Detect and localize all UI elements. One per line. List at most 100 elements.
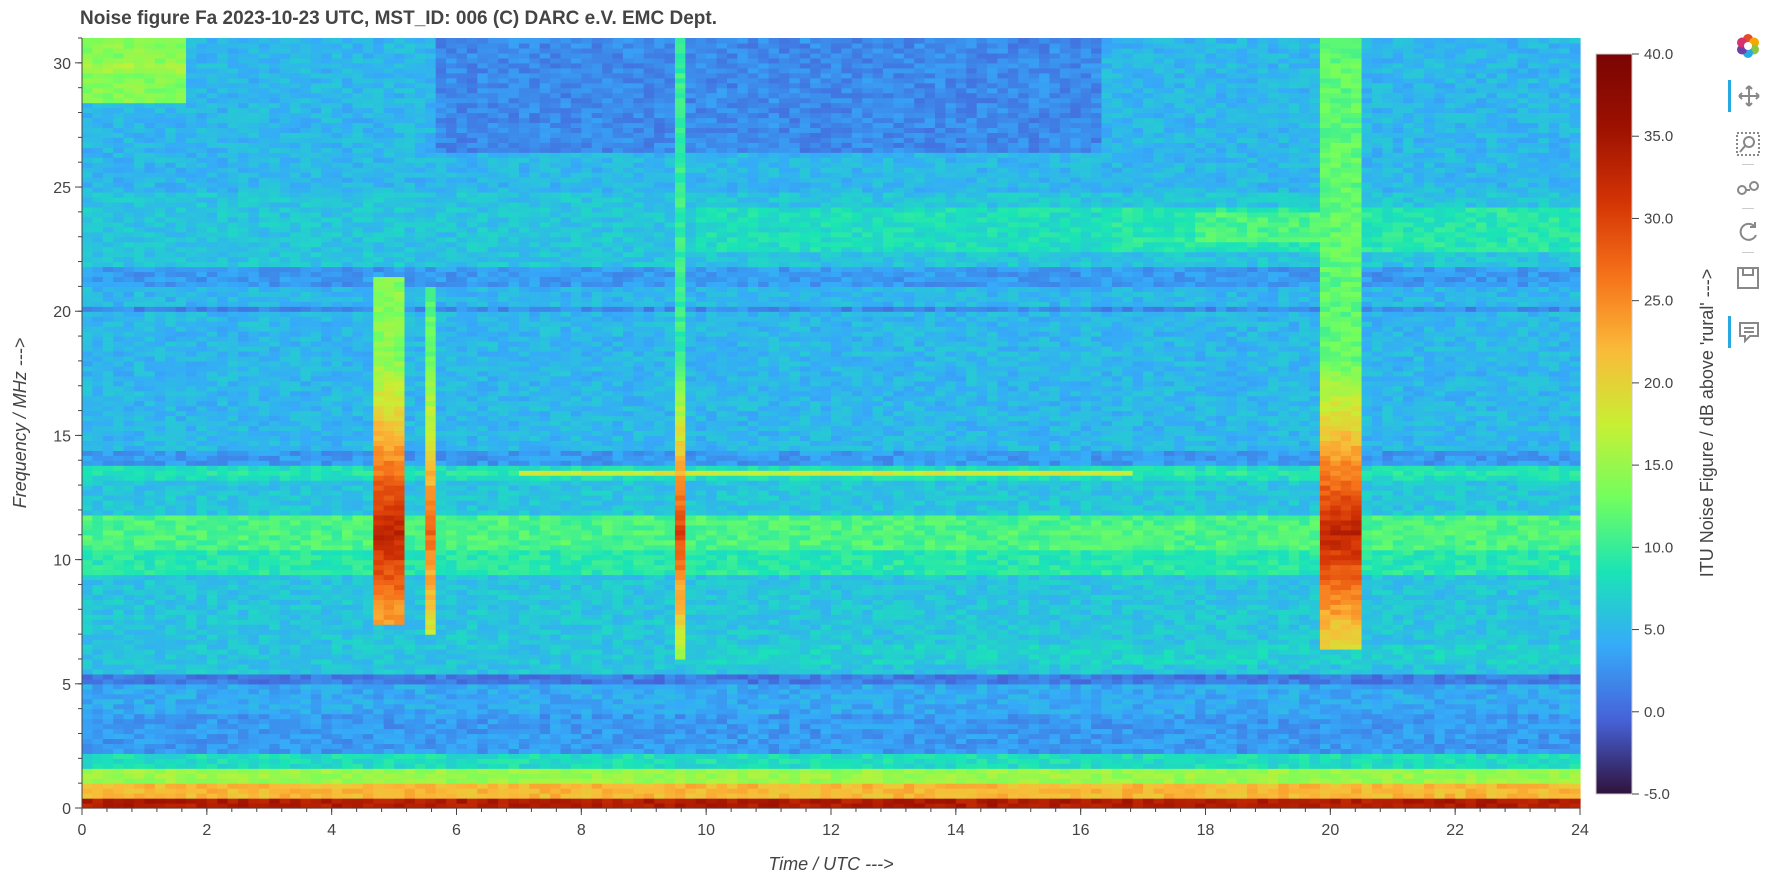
heatmap-cell — [248, 738, 259, 744]
heatmap-cell — [238, 391, 249, 397]
heatmap-cell — [321, 565, 332, 571]
heatmap-cell — [238, 416, 249, 422]
heatmap-cell — [248, 391, 259, 397]
heatmap-cell — [290, 401, 301, 407]
heatmap-cell — [373, 624, 384, 630]
heatmap-cell — [165, 212, 176, 218]
heatmap-cell — [176, 545, 187, 551]
heatmap-cell — [186, 341, 197, 347]
heatmap-cell — [82, 336, 93, 342]
heatmap-cell — [259, 108, 270, 114]
heatmap-cell — [92, 435, 103, 441]
heatmap-cell — [228, 560, 239, 566]
heatmap-cell — [384, 43, 395, 49]
heatmap-cell — [103, 177, 114, 183]
heatmap-cell — [217, 381, 228, 387]
heatmap-cell — [259, 634, 270, 640]
heatmap-cell — [124, 510, 135, 516]
heatmap-cell — [103, 172, 114, 178]
heatmap-cell — [165, 525, 176, 531]
heatmap-cell — [82, 555, 93, 561]
heatmap-cell — [124, 644, 135, 650]
heatmap-cell — [217, 778, 228, 784]
heatmap-cell — [217, 465, 228, 471]
heatmap-cell — [238, 475, 249, 481]
heatmap-cell — [103, 505, 114, 511]
heatmap-cell — [186, 172, 197, 178]
heatmap-cell — [280, 465, 291, 471]
heatmap-cell — [290, 321, 301, 327]
heatmap-cell — [207, 271, 218, 277]
heatmap-cell — [113, 699, 124, 705]
heatmap-cell — [238, 341, 249, 347]
heatmap-cell — [384, 535, 395, 541]
heatmap-cell — [144, 132, 155, 138]
heatmap-cell — [300, 480, 311, 486]
heatmap-cell — [332, 177, 343, 183]
heatmap-plot-area[interactable] — [82, 38, 1581, 809]
heatmap-cell — [342, 386, 353, 392]
heatmap-cell — [259, 88, 270, 94]
heatmap-cell — [311, 137, 322, 143]
heatmap-cell — [300, 376, 311, 382]
heatmap-cell — [165, 247, 176, 253]
heatmap-cell — [124, 704, 135, 710]
heatmap-cell — [280, 331, 291, 337]
heatmap-cell — [207, 152, 218, 158]
heatmap-cell — [280, 53, 291, 59]
heatmap-cell — [300, 465, 311, 471]
heatmap-cell — [259, 500, 270, 506]
heatmap-cell — [186, 416, 197, 422]
heatmap-cell — [207, 262, 218, 268]
heatmap-cell — [384, 639, 395, 645]
heatmap-cell — [134, 222, 145, 228]
heatmap-cell — [394, 594, 405, 600]
heatmap-cell — [321, 724, 332, 730]
heatmap-cell — [228, 152, 239, 158]
heatmap-cell — [363, 624, 374, 630]
heatmap-cell — [82, 465, 93, 471]
heatmap-cell — [113, 58, 124, 64]
heatmap-cell — [186, 212, 197, 218]
heatmap-cell — [165, 579, 176, 585]
heatmap-cell — [228, 257, 239, 263]
heatmap-cell — [373, 262, 384, 268]
heatmap-cell — [269, 252, 280, 258]
heatmap-cell — [113, 406, 124, 412]
heatmap-cell — [165, 237, 176, 243]
heatmap-cell — [207, 232, 218, 238]
heatmap-cell — [342, 391, 353, 397]
heatmap-cell — [259, 296, 270, 302]
heatmap-cell — [134, 783, 145, 789]
heatmap-cell — [321, 207, 332, 213]
heatmap-cell — [113, 500, 124, 506]
heatmap-cell — [259, 440, 270, 446]
heatmap-cell — [238, 237, 249, 243]
heatmap-cell — [207, 450, 218, 456]
heatmap-cell — [82, 450, 93, 456]
heatmap-cell — [165, 788, 176, 794]
heatmap-cell — [311, 778, 322, 784]
heatmap-cell — [228, 63, 239, 69]
heatmap-cell — [394, 237, 405, 243]
heatmap-cell — [217, 435, 228, 441]
heatmap-cell — [394, 475, 405, 481]
heatmap-cell — [384, 296, 395, 302]
heatmap-cell — [321, 530, 332, 536]
heatmap-cell — [207, 58, 218, 64]
heatmap-cell — [165, 217, 176, 223]
heatmap-cell — [238, 192, 249, 198]
heatmap-cell — [259, 689, 270, 695]
heatmap-cell — [165, 634, 176, 640]
heatmap-cell — [248, 83, 259, 89]
heatmap-cell — [311, 83, 322, 89]
heatmap-cell — [113, 520, 124, 526]
heatmap-cell — [165, 276, 176, 282]
heatmap-cell — [352, 535, 363, 541]
heatmap-cell — [134, 530, 145, 536]
heatmap-cell — [373, 98, 384, 104]
heatmap-cell — [248, 207, 259, 213]
heatmap-cell — [155, 579, 166, 585]
heatmap-cell — [332, 783, 343, 789]
heatmap-cell — [165, 73, 176, 79]
